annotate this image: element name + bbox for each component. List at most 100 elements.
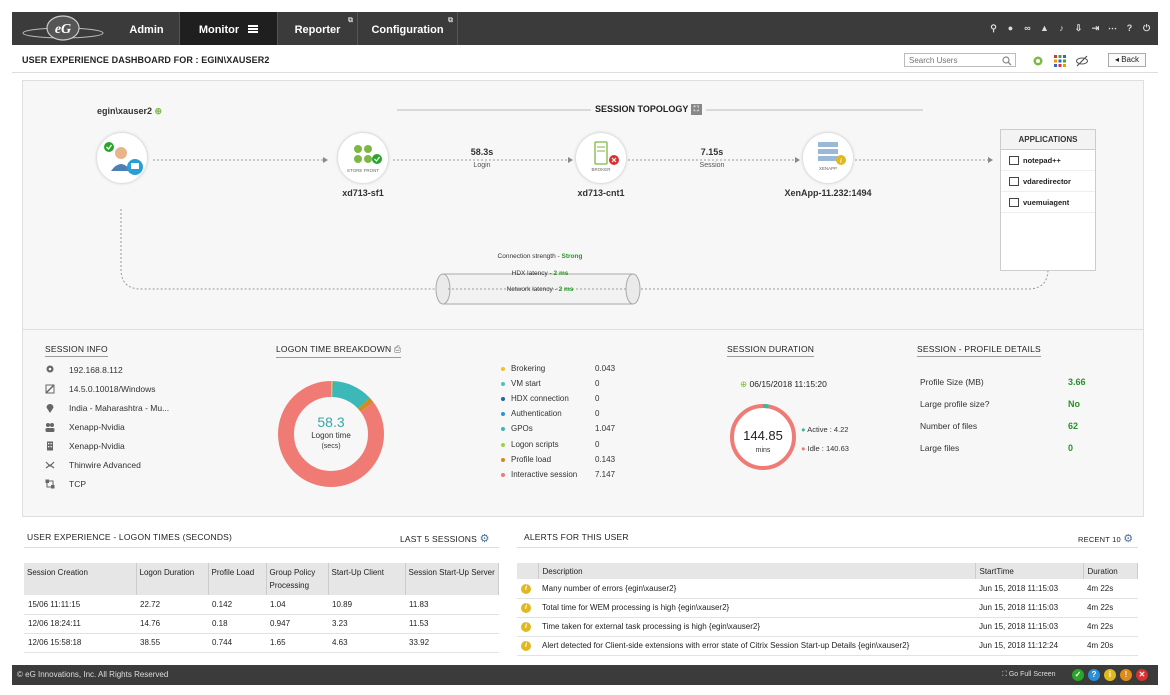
col-start-time[interactable]: StartTime xyxy=(975,563,1084,579)
search-icon[interactable]: ⚲ xyxy=(990,23,997,33)
logon-breakdown-title: LOGON TIME BREAKDOWN ⎙ xyxy=(276,344,402,358)
more-icon[interactable]: ⋯ xyxy=(1108,23,1117,33)
table-row[interactable]: 12/06 15:58:18 38.55 0.744 1.65 4.63 33.92 xyxy=(24,633,499,653)
alarm-icon[interactable]: ▲ xyxy=(1040,23,1049,33)
cell: 0.744 xyxy=(208,633,266,653)
donut-slice-interactive-session[interactable] xyxy=(278,381,384,487)
nav-admin-label: Admin xyxy=(129,24,164,36)
divider xyxy=(24,547,499,548)
cell: Total time for WEM processing is high {e… xyxy=(538,598,975,618)
legend-authentication: Authentication xyxy=(501,408,562,420)
application-item[interactable]: vdaredirector xyxy=(1001,171,1095,192)
back-arrow-icon: ◂ xyxy=(1114,55,1122,64)
session-duration-title: SESSION DURATION xyxy=(727,344,815,357)
status-critical-icon[interactable]: ✕ xyxy=(1136,669,1148,681)
bell-icon[interactable]: ♪ xyxy=(1059,23,1064,33)
col-group-policy[interactable]: Group Policy Processing xyxy=(266,563,329,595)
download-icon[interactable]: ⇩ xyxy=(1074,23,1083,33)
help-icon[interactable]: ? xyxy=(1126,23,1133,33)
severity-cell: i xyxy=(517,579,538,599)
user-icon[interactable]: ● xyxy=(1007,23,1014,33)
col-logon-duration[interactable]: Logon Duration xyxy=(136,563,209,595)
session-topology-panel: egin\xauser2 ⊕ STORE FRONT xd713-sf1 xyxy=(22,80,1144,330)
table-row[interactable]: 15/06 11:11:15 22.72 0.142 1.04 10.89 11.83 xyxy=(24,595,499,615)
cell: 10.89 xyxy=(328,595,405,615)
refresh-icon[interactable] xyxy=(1032,55,1044,67)
xenapp-node[interactable]: XENAPP i xyxy=(803,133,853,183)
nav-reporter[interactable]: Reporter ⧉ xyxy=(278,12,358,45)
table-row[interactable]: i Alert detected for Client-side extensi… xyxy=(517,636,1138,656)
col-description[interactable]: Description xyxy=(538,563,976,579)
cell: Alert detected for Client-side extension… xyxy=(538,636,975,656)
client-location-value: India - Maharashtra - Mu... xyxy=(69,403,170,413)
large-files-label: Large files xyxy=(920,443,960,453)
status-normal-icon[interactable]: ✓ xyxy=(1072,669,1084,681)
network-latency: Network latency - 2 ms xyxy=(460,286,620,293)
nav-admin[interactable]: Admin xyxy=(114,12,180,45)
table-row[interactable]: i Many number of errors {egin\xauser2} Ju… xyxy=(517,579,1138,599)
info-icon: i xyxy=(521,641,531,651)
cell: 4.63 xyxy=(328,633,405,653)
legend-vm-start: VM start xyxy=(501,378,541,390)
report-icon[interactable]: ⎙ xyxy=(393,344,402,354)
storefront-node[interactable]: STORE FRONT xyxy=(338,133,388,183)
last-sessions-filter[interactable]: LAST 5 SESSIONS ⚙ xyxy=(400,532,490,545)
search-icon[interactable] xyxy=(1002,56,1012,66)
search-users-input[interactable] xyxy=(904,53,1016,67)
full-screen-button[interactable]: ⛶ Go Full Screen xyxy=(1002,665,1056,685)
application-item[interactable]: notepad++ xyxy=(1001,150,1095,171)
user-node[interactable] xyxy=(97,133,147,183)
hide-icon[interactable] xyxy=(1076,55,1088,67)
session-start-value: 06/15/2018 11:15:20 xyxy=(749,379,827,389)
hdx-latency-label: HDX latency - xyxy=(511,270,554,277)
session-duration-ring: 144.85 mins xyxy=(730,404,796,470)
col-startup-client[interactable]: Start-Up Client xyxy=(328,563,406,595)
back-button[interactable]: ◂ Back xyxy=(1108,53,1146,67)
cell: 33.92 xyxy=(405,633,499,653)
table-row[interactable]: i Total time for WEM processing is high … xyxy=(517,598,1138,618)
topology-icon[interactable]: ⛶ xyxy=(690,104,702,116)
settings-gear-icon[interactable]: ⚙ xyxy=(479,533,490,545)
signout-icon[interactable]: ⇥ xyxy=(1091,23,1100,33)
graphics-mode: Thinwire Advanced xyxy=(45,458,141,472)
col-duration[interactable]: Duration xyxy=(1083,563,1138,579)
svg-text:BROKER: BROKER xyxy=(591,167,611,172)
transport-protocol: TCP xyxy=(45,477,86,491)
nav-monitor[interactable]: Monitor xyxy=(180,12,278,45)
col-session-creation[interactable]: Session Creation xyxy=(24,563,137,595)
severity-cell: i xyxy=(517,636,538,656)
col-startup-server[interactable]: Session Start-Up Server xyxy=(405,563,499,595)
table-row[interactable]: 12/06 18:24:11 14.76 0.18 0.947 3.23 11.53 xyxy=(24,614,499,634)
thinwire-icon xyxy=(45,461,55,469)
recent-alerts-filter[interactable]: RECENT 10 ⚙ xyxy=(1078,532,1133,545)
status-major-icon[interactable]: ! xyxy=(1120,669,1132,681)
status-unknown-icon[interactable]: ? xyxy=(1088,669,1100,681)
grid-icon[interactable] xyxy=(1054,55,1066,67)
client-version-value: 14.5.0.10018/Windows xyxy=(69,384,156,394)
settings-gear-icon[interactable]: ⚙ xyxy=(1123,533,1134,545)
hamburger-menu-icon[interactable] xyxy=(248,25,259,34)
status-minor-icon[interactable]: i xyxy=(1104,669,1116,681)
nav-configuration[interactable]: Configuration ⧉ xyxy=(358,12,458,45)
connection-strength-label: Connection strength - xyxy=(497,253,562,260)
power-icon[interactable]: ⏻ xyxy=(1142,23,1151,33)
link-icon[interactable]: ∞ xyxy=(1024,23,1031,33)
svg-text:XENAPP: XENAPP xyxy=(819,166,837,171)
legend-hdx-connection: HDX connection xyxy=(501,393,569,405)
building-icon xyxy=(47,441,53,451)
topology-connectors xyxy=(120,109,1049,305)
hdx-latency: HDX latency - 2 ms xyxy=(460,270,620,277)
table-row[interactable]: i Time taken for external task processin… xyxy=(517,617,1138,637)
col-profile-load[interactable]: Profile Load xyxy=(208,563,267,595)
logon-time-donut-chart: 58.3 Logon time (secs) xyxy=(278,381,384,487)
profile-size-label: Profile Size (MB) xyxy=(920,377,984,387)
eg-logo[interactable]: eG xyxy=(20,14,106,42)
cell: 1.65 xyxy=(266,633,328,653)
graphics-mode-value: Thinwire Advanced xyxy=(69,460,141,470)
connection-strength-value: Strong xyxy=(561,253,583,260)
application-item[interactable]: vuemuiagent xyxy=(1001,192,1095,213)
client-version: 14.5.0.10018/Windows xyxy=(45,382,155,396)
broker-node[interactable]: BROKER xyxy=(576,133,626,183)
session-start-time: ⊕ 06/15/2018 11:15:20 xyxy=(740,379,827,390)
large-profile-label: Large profile size? xyxy=(920,399,990,409)
